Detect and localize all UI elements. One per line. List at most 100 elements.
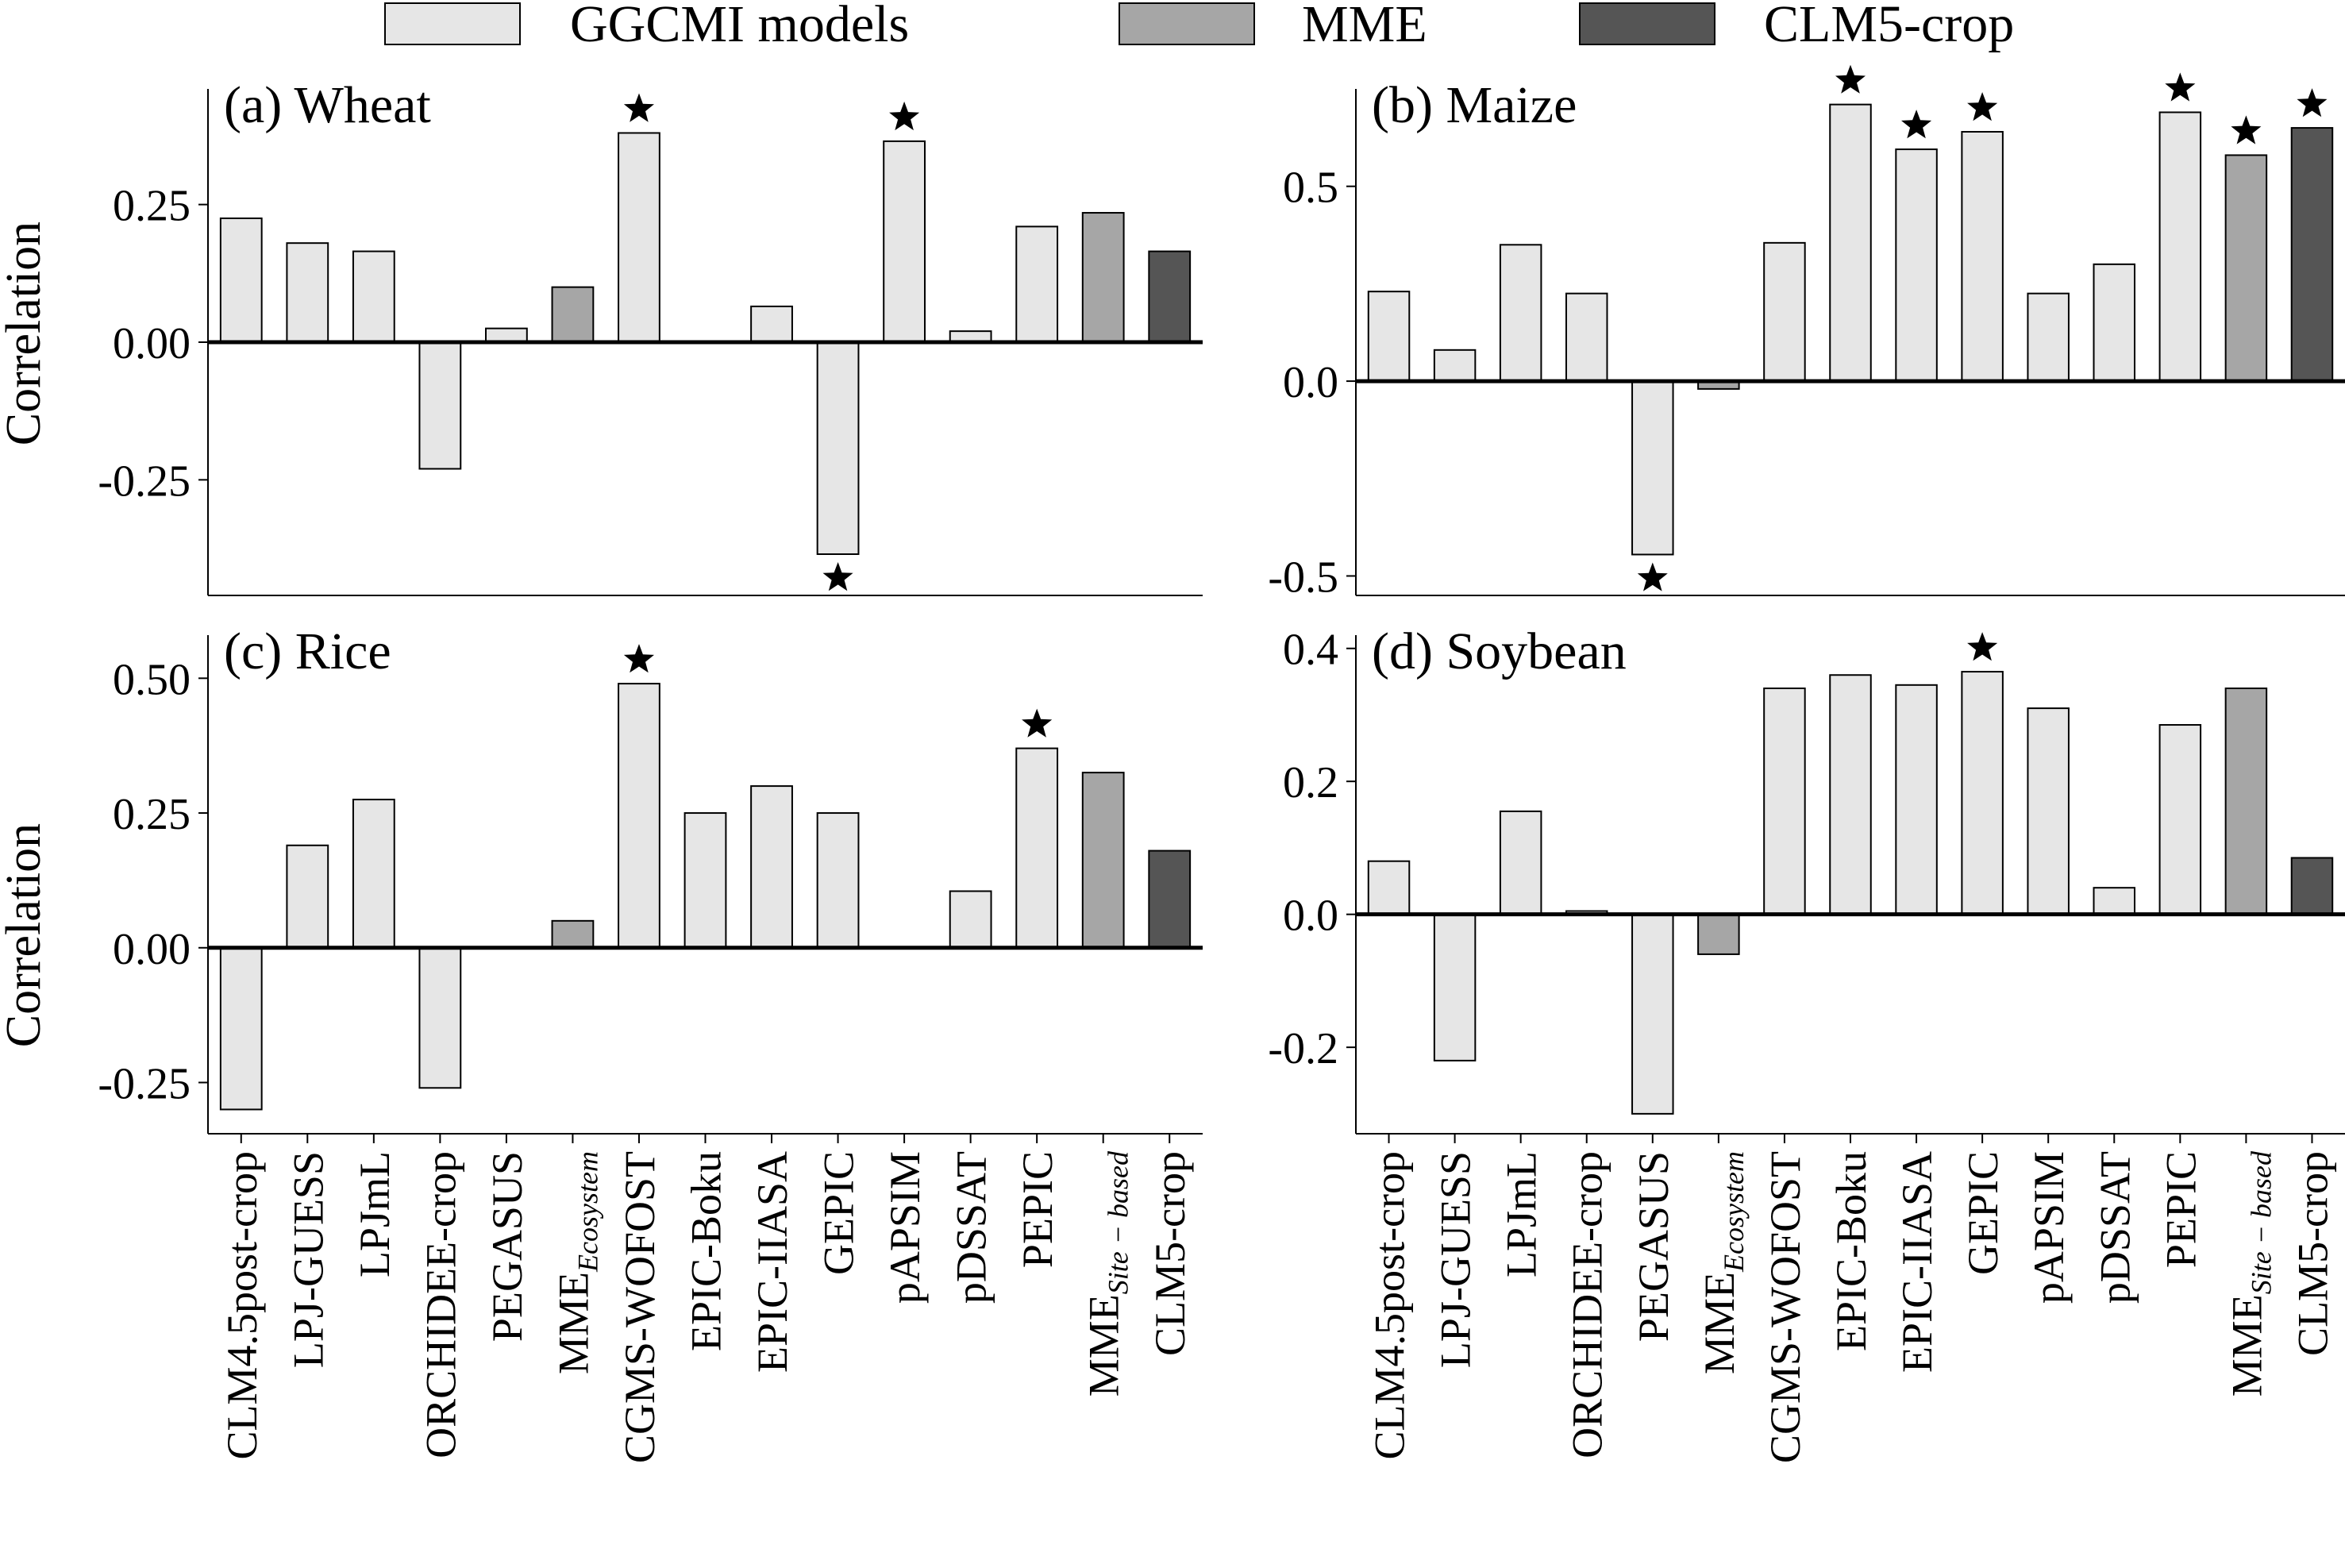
- bar: [1015, 747, 1059, 949]
- y-tick-label: -0.25: [98, 457, 191, 506]
- bar: [551, 919, 595, 949]
- legend-swatch-ggcmi: [384, 2, 521, 45]
- bar: [2158, 111, 2202, 383]
- legend-label-mme: MME: [1302, 0, 1427, 53]
- bar: [551, 286, 595, 343]
- bar: [1829, 103, 1872, 383]
- significance-star: [1901, 110, 1932, 139]
- bar: [418, 341, 462, 470]
- significance-star: [822, 562, 853, 591]
- x-tick-label: PEGASUS: [1630, 1151, 1677, 1342]
- bar: [816, 341, 860, 555]
- panel-title: (a) Wheat: [224, 76, 431, 134]
- bar: [1081, 772, 1125, 949]
- x-tick-label: CGMS-WOFOST: [1762, 1151, 1809, 1463]
- significance-star: [1835, 64, 1866, 94]
- bar: [2224, 154, 2268, 383]
- x-tick-label: PEPIC: [2157, 1151, 2204, 1268]
- x-tick-label: CLM5-crop: [2289, 1151, 2337, 1356]
- y-tick-label: 0.4: [1283, 626, 1338, 675]
- bar: [1565, 292, 1608, 383]
- panel-rice: -0.25 0.00 0.25 0.50 (c) Rice CLM4.5post-crop…: [98, 622, 1203, 1463]
- x-tick-label: EPIC-IIASA: [749, 1151, 796, 1373]
- x-tick-label: ORCHIDEE-crop: [417, 1151, 464, 1458]
- x-tick-label: PEGASUS: [483, 1151, 531, 1342]
- bar: [949, 890, 992, 949]
- significance-star: [623, 93, 654, 122]
- bar: [1015, 225, 1059, 343]
- bar: [2290, 127, 2334, 383]
- x-tick-label: pAPSIM: [881, 1151, 929, 1304]
- y-tick-label: -0.25: [98, 1060, 191, 1109]
- x-tick-label: pAPSIM: [2025, 1151, 2073, 1304]
- bar: [750, 305, 793, 344]
- y-tick-label: 0.0: [1283, 892, 1338, 941]
- y-tick-label: -0.5: [1268, 553, 1338, 602]
- y-tick-label: 0.00: [113, 925, 191, 974]
- legend-label-clm5: CLM5-crop: [1764, 0, 2014, 53]
- bar: [1631, 380, 1674, 556]
- significance-star: [2297, 88, 2328, 118]
- bar: [1367, 291, 1411, 383]
- x-tick-label: pDSSAT: [2091, 1151, 2139, 1304]
- bar: [1697, 913, 1740, 955]
- bar: [219, 217, 263, 343]
- bar: [1433, 349, 1477, 383]
- x-tick-label: pDSSAT: [948, 1151, 995, 1304]
- significance-star: [889, 101, 920, 131]
- x-tick-label: LPJ-GUESS: [284, 1151, 332, 1368]
- y-tick-label: 0.00: [113, 319, 191, 368]
- bar: [618, 683, 660, 949]
- bar: [2093, 263, 2136, 383]
- significance-star: [2231, 115, 2262, 144]
- x-tick-label: LPJ-GUESS: [1432, 1151, 1480, 1368]
- significance-star: [2165, 72, 2196, 102]
- bar: [2093, 887, 2136, 915]
- panel-soybean: -0.2 0.0 0.2 0.4 (d) Soybean CLM4.5post-crop L…: [1268, 622, 2345, 1463]
- x-tick-label: LPJmL: [351, 1151, 399, 1277]
- bar: [1763, 687, 1806, 915]
- bar: [418, 946, 462, 1089]
- bar: [1433, 913, 1477, 1061]
- bar: [1895, 684, 1938, 915]
- bar: [1961, 671, 2004, 915]
- bar: [2224, 687, 2268, 915]
- x-tick-label: LPJmL: [1498, 1151, 1546, 1277]
- x-tick-label: MMEEcosystem: [1696, 1151, 1750, 1374]
- bar: [219, 946, 263, 1111]
- x-tick-label: ORCHIDEE-crop: [1564, 1151, 1611, 1458]
- x-tick-label: EPIC-IIASA: [1893, 1151, 1941, 1373]
- significance-star: [623, 644, 654, 673]
- bar: [683, 812, 727, 949]
- x-tick-label: CLM4.5post-crop: [218, 1151, 266, 1459]
- y-tick-label: 0.2: [1283, 758, 1338, 807]
- significance-star: [1967, 92, 1998, 121]
- legend-swatch-mme: [1119, 2, 1255, 45]
- bar: [2027, 707, 2070, 915]
- y-tick-label: 0.5: [1283, 164, 1338, 213]
- y-tick-label: 0.25: [113, 790, 191, 839]
- bar: [286, 242, 329, 344]
- bar: [1961, 130, 2004, 383]
- x-tick-label: EPIC-Boku: [1827, 1151, 1875, 1351]
- x-tick-label: GEPIC: [815, 1151, 863, 1275]
- x-tick-label: CLM4.5post-crop: [1366, 1151, 1414, 1459]
- x-tick-label: MMESite − based: [1080, 1150, 1134, 1397]
- bar: [1631, 913, 1674, 1115]
- bar: [1499, 244, 1542, 383]
- x-tick-label: CLM5-crop: [1146, 1151, 1194, 1356]
- y-tick-label: -0.2: [1268, 1024, 1338, 1073]
- significance-star: [1637, 562, 1668, 591]
- bar: [1081, 212, 1125, 344]
- legend-label-ggcmi: GGCMI models: [570, 0, 909, 53]
- significance-star: [1022, 708, 1053, 738]
- bar: [2290, 857, 2334, 915]
- x-tick-label: MMEEcosystem: [549, 1151, 603, 1374]
- x-tick-label: GEPIC: [1959, 1151, 2007, 1275]
- y-axis-label-bottom: Correlation: [0, 823, 51, 1047]
- bar: [750, 785, 793, 949]
- bar: [2158, 724, 2202, 915]
- bar: [1895, 148, 1938, 383]
- bar: [883, 140, 926, 343]
- y-tick-label: 0.0: [1283, 358, 1338, 407]
